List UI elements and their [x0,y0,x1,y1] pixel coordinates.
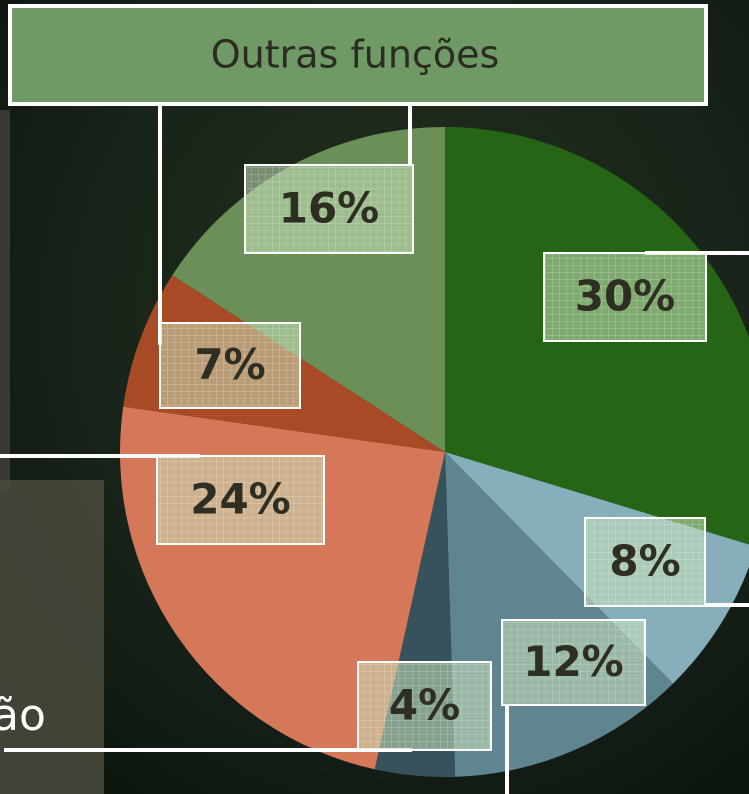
label-box [501,619,646,706]
label-box [159,322,301,409]
label-box [156,455,325,545]
annotation: ão [0,690,46,741]
data-label: 7% [194,340,265,389]
label-box [244,164,414,254]
label-box [584,517,706,607]
data-label: 4% [389,681,460,730]
label-box [543,252,707,342]
data-label: 8% [609,537,680,586]
labels: 30% 8% 12% 4% 24% 7% 16% [0,104,749,794]
side-photo [0,110,10,490]
data-label: 16% [279,184,380,233]
data-label: 24% [190,475,291,524]
label-box [357,661,492,751]
side-photo [0,480,104,794]
category-label: Outras funções [211,33,500,77]
data-label: 12% [523,637,624,686]
title-box [8,4,708,106]
data-label: 30% [575,272,676,321]
